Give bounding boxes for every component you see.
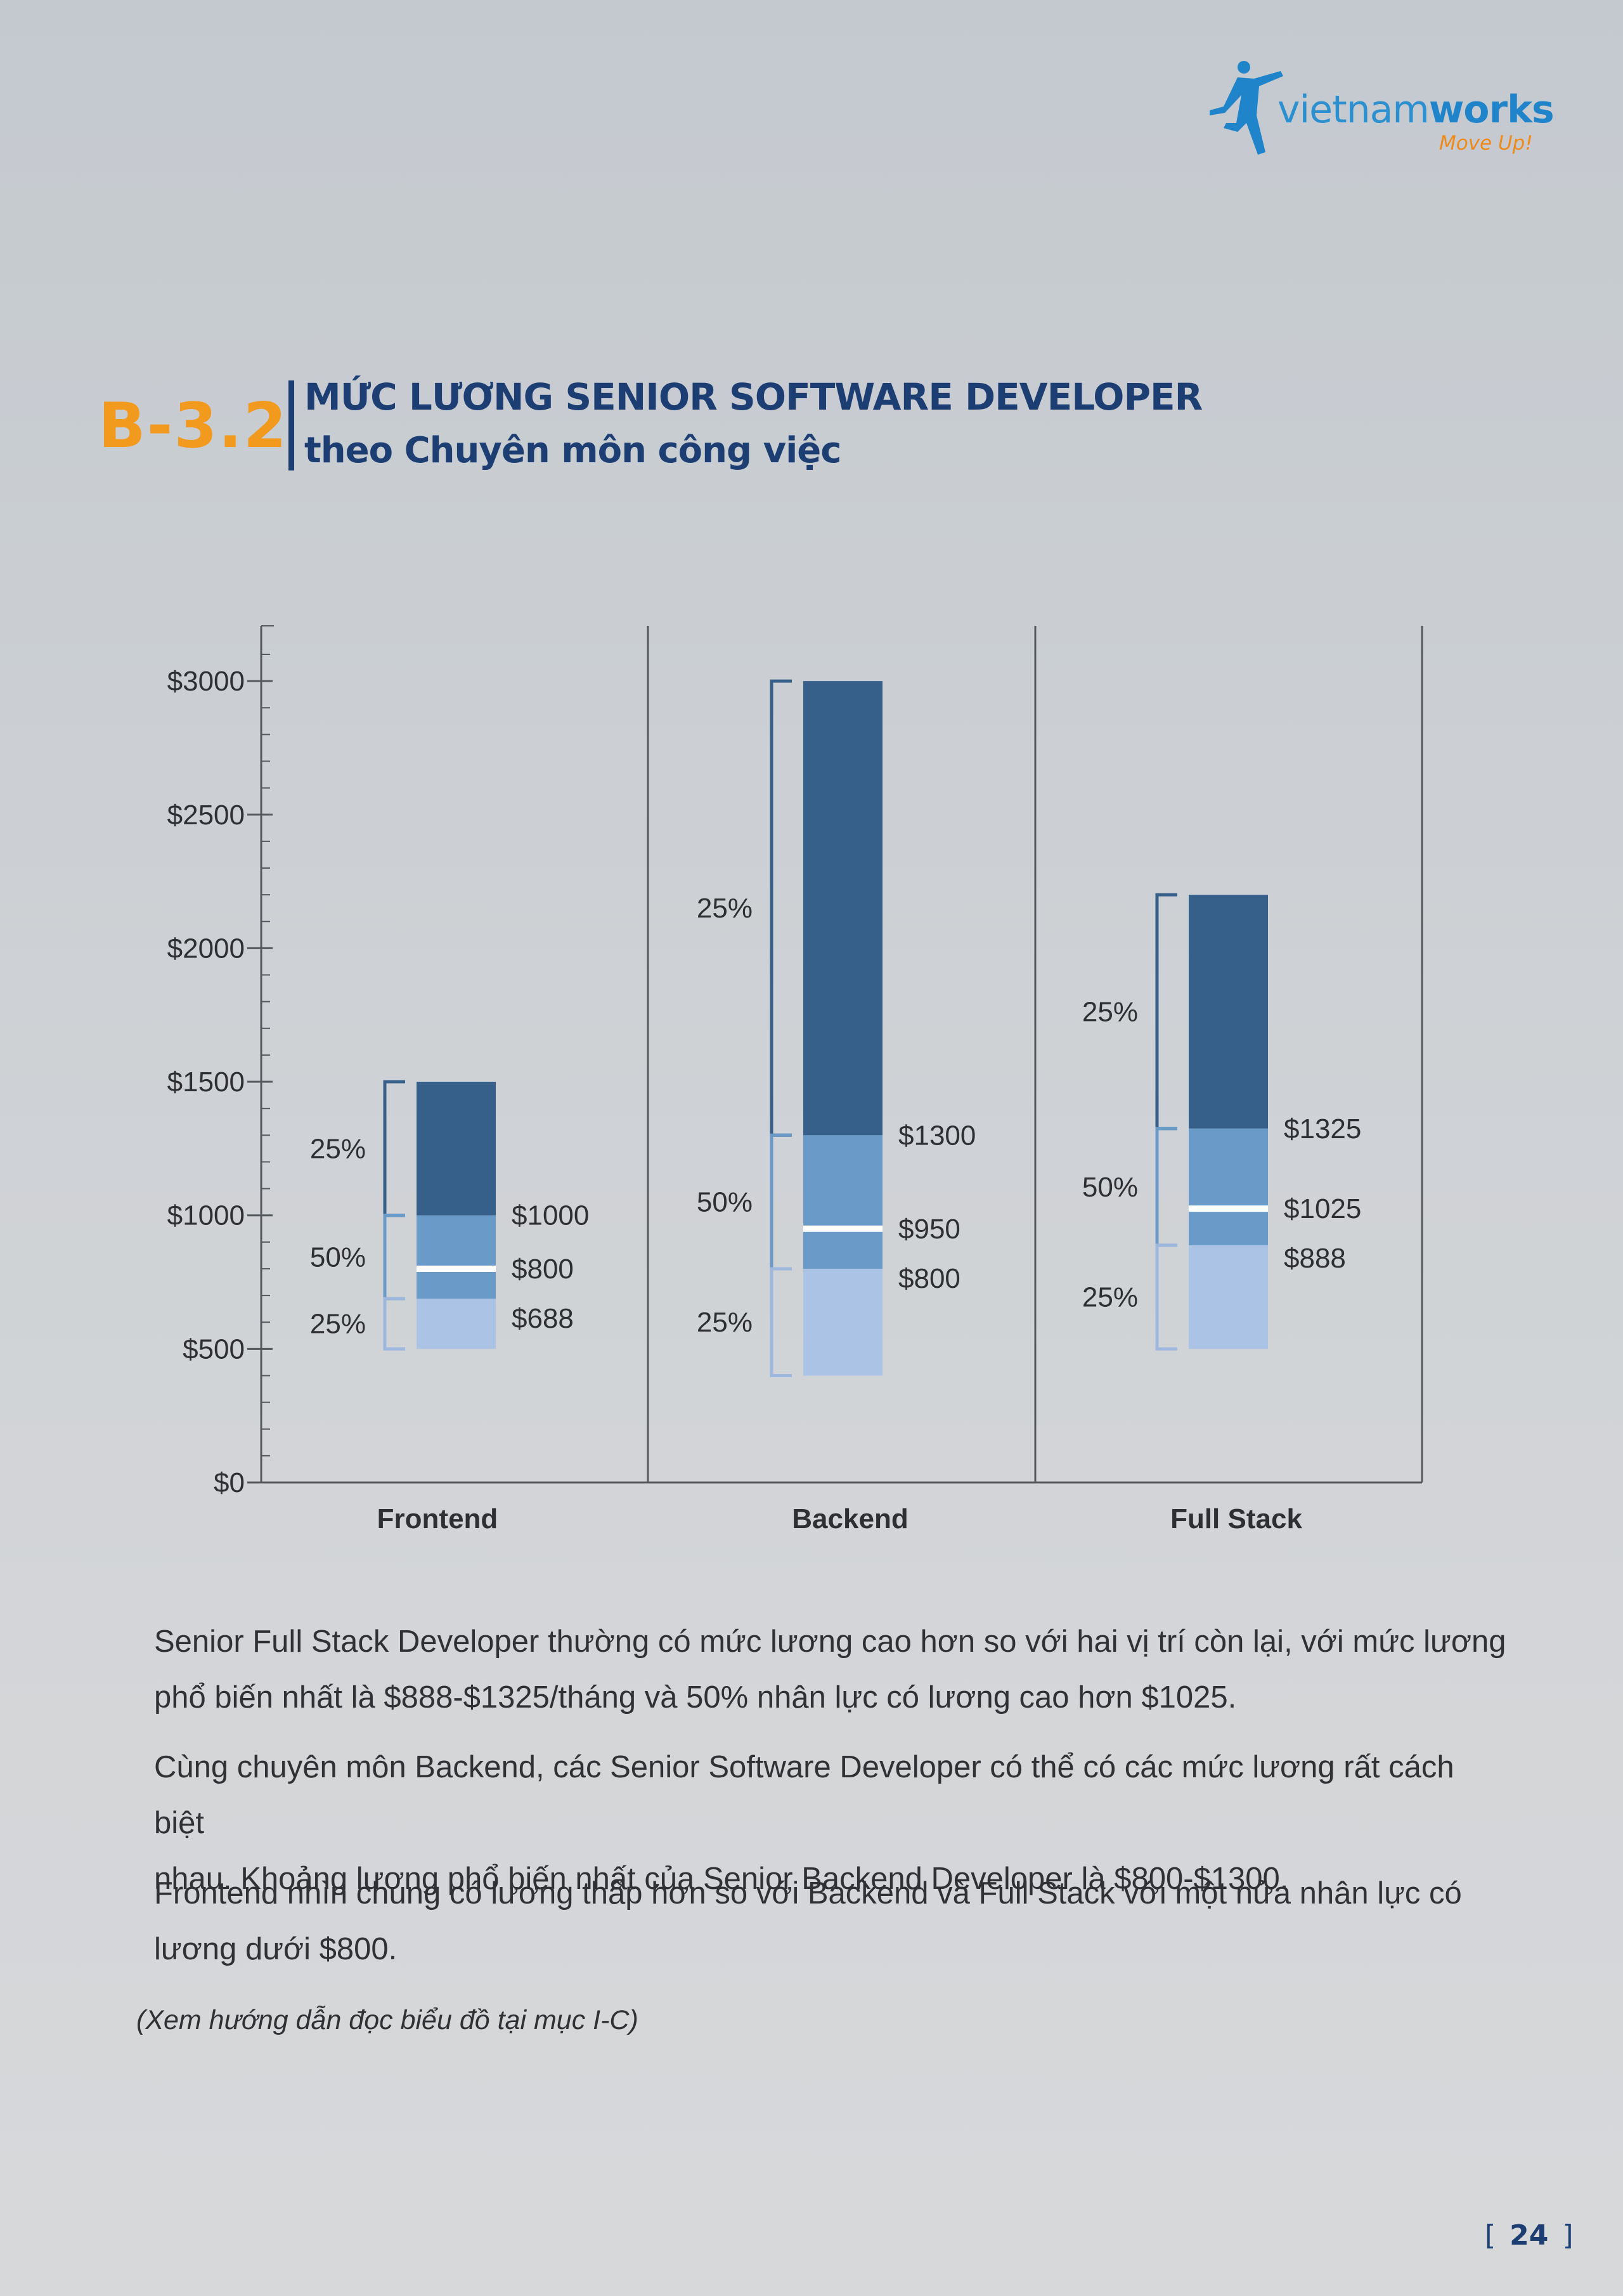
salary-range-chart: $0 $500 $1000 $1500 $2000 $2500 $3000 25% 50% 25%…: [167, 625, 1423, 1534]
brand-name-part1: vietnam: [1277, 88, 1430, 132]
x-category-label: Full Stack: [1170, 1503, 1302, 1534]
bracket-label-high: 25%: [1082, 996, 1138, 1027]
bar-segment-low: [1189, 1245, 1268, 1349]
paragraph-line: Frontend nhìn chung có lương thấp hơn so…: [154, 1876, 1462, 1910]
section-code: B-3.2: [98, 390, 288, 462]
page-bracket-close: ]: [1562, 2219, 1574, 2252]
median-line: [417, 1265, 496, 1272]
paragraph-backend: Cùng chuyên môn Backend, các Senior Soft…: [154, 1739, 1511, 1907]
brand-name-part2: works: [1428, 88, 1555, 132]
y-tick-label: $3000: [167, 666, 245, 697]
value-label-median: $800: [512, 1254, 574, 1285]
y-tick-label: $2500: [167, 800, 245, 831]
bar-segment-mid: [417, 1215, 496, 1299]
chart-reading-note: (Xem hướng dẫn đọc biểu đồ tại mục I-C): [136, 2005, 638, 2035]
section-title: MỨC LƯƠNG SENIOR SOFTWARE DEVELOPER: [304, 375, 1203, 418]
value-label-p25: $800: [898, 1263, 960, 1294]
bracket-low: [770, 1267, 792, 1377]
bracket-high: [383, 1080, 405, 1217]
page-number-value: 24: [1510, 2219, 1549, 2252]
y-tick-label: $500: [183, 1333, 245, 1365]
bracket-label-high: 25%: [310, 1133, 366, 1164]
paragraph-fullstack: Senior Full Stack Developer thường có mứ…: [154, 1614, 1511, 1725]
y-tick-label: $1000: [167, 1200, 245, 1231]
y-tick-label: $1500: [167, 1067, 245, 1098]
section-subtitle: theo Chuyên môn công việc: [304, 430, 841, 471]
bar-segment-mid: [803, 1135, 883, 1269]
bar-segment-high: [417, 1082, 496, 1216]
bracket-low: [383, 1297, 405, 1351]
y-tick-label: $0: [214, 1467, 245, 1498]
value-label-p25: $888: [1284, 1243, 1346, 1274]
bracket-low: [1155, 1243, 1177, 1351]
bar-segment-low: [803, 1268, 883, 1376]
value-label-median: $950: [898, 1214, 960, 1245]
bracket-label-mid: 50%: [310, 1242, 366, 1273]
value-label-p75: $1300: [898, 1120, 976, 1151]
bar-segment-mid: [1189, 1128, 1268, 1245]
bracket-label-low: 25%: [310, 1309, 366, 1340]
bracket-label-high: 25%: [697, 893, 753, 924]
median-line: [803, 1225, 883, 1232]
bracket-label-low: 25%: [1082, 1282, 1138, 1313]
bar-segment-high: [803, 681, 883, 1136]
value-label-median: $1025: [1284, 1193, 1361, 1224]
page-bracket-open: [: [1485, 2219, 1496, 2252]
bracket-high: [770, 679, 792, 1137]
bracket-mid: [1155, 1127, 1177, 1247]
section-divider: [288, 380, 294, 470]
brand-name: vietnamworks: [1277, 88, 1555, 132]
value-label-p75: $1325: [1284, 1113, 1361, 1145]
paragraph-line: lương dưới $800.: [154, 1932, 398, 1966]
bracket-label-mid: 50%: [1082, 1172, 1138, 1203]
value-label-p25: $688: [512, 1303, 574, 1334]
y-tick-label: $2000: [167, 933, 245, 964]
value-label-p75: $1000: [512, 1200, 589, 1231]
brand-logo: vietnamworks Move Up!: [1205, 57, 1560, 171]
x-category-label: Frontend: [377, 1503, 498, 1534]
bracket-mid: [383, 1214, 405, 1300]
median-line: [1189, 1205, 1268, 1212]
runner-icon: [1210, 61, 1283, 155]
brand-tagline: Move Up!: [1439, 132, 1533, 155]
paragraph-line: Cùng chuyên môn Backend, các Senior Soft…: [154, 1750, 1454, 1840]
bracket-label-low: 25%: [697, 1307, 753, 1338]
bracket-mid: [770, 1133, 792, 1271]
x-category-label: Backend: [792, 1503, 908, 1534]
paragraph-line: Senior Full Stack Developer thường có mứ…: [154, 1625, 1506, 1659]
bar-segment-high: [1189, 895, 1268, 1129]
page-number: [24]: [1485, 2219, 1574, 2252]
paragraph-line: nhau. Khoảng lương phổ biến nhất của Sen…: [154, 1862, 1289, 1896]
bracket-high: [1155, 893, 1177, 1131]
bracket-label-mid: 50%: [697, 1187, 753, 1218]
paragraph-line: phổ biến nhất là $888-$1325/tháng và 50%…: [154, 1680, 1237, 1715]
paragraph-frontend: Frontend nhìn chung có lương thấp hơn so…: [154, 1865, 1511, 1977]
bar-segment-low: [417, 1299, 496, 1349]
